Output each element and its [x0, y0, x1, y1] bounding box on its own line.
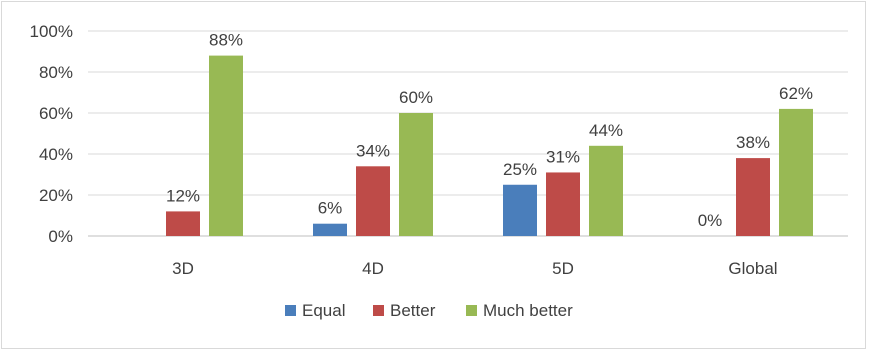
bar-much-better-global	[779, 108, 813, 236]
bar-equal-4d	[313, 223, 347, 236]
legend-label: Better	[390, 301, 436, 320]
bar-better-4d	[356, 166, 390, 236]
gridlines	[88, 30, 848, 237]
bar-better-3d	[166, 211, 200, 236]
bars	[166, 55, 813, 236]
legend-label: Much better	[483, 301, 573, 320]
y-tick-label: 20%	[39, 186, 73, 205]
x-tick-label: 4D	[362, 259, 384, 278]
data-label: 62%	[779, 84, 813, 103]
x-tick-label: 5D	[552, 259, 574, 278]
bar-better-global	[736, 158, 770, 236]
legend-label: Equal	[302, 301, 345, 320]
bar-much-better-3d	[209, 55, 243, 236]
legend: Equal Better Much better	[285, 301, 573, 320]
data-label: 31%	[546, 147, 580, 166]
legend-swatch	[373, 305, 384, 316]
data-labels: 12% 88% 6% 34% 60% 25% 31% 44% 0% 38% 62%	[166, 31, 813, 230]
x-tick-label: Global	[728, 259, 777, 278]
y-tick-label: 80%	[39, 63, 73, 82]
y-tick-label: 100%	[30, 22, 73, 41]
legend-swatch	[466, 305, 477, 316]
bar-much-better-4d	[399, 113, 433, 236]
x-axis-tick-labels: 3D 4D 5D Global	[172, 259, 777, 278]
data-label: 34%	[356, 141, 390, 160]
data-label: 25%	[503, 160, 537, 179]
y-tick-label: 0%	[48, 227, 73, 246]
data-label: 88%	[209, 31, 243, 50]
bar-equal-5d	[503, 184, 537, 236]
y-tick-label: 60%	[39, 104, 73, 123]
data-label: 44%	[589, 121, 623, 140]
data-label: 6%	[318, 199, 343, 218]
data-label: 0%	[698, 211, 723, 230]
y-tick-label: 40%	[39, 145, 73, 164]
y-axis-tick-labels: 0% 20% 40% 60% 80% 100%	[30, 22, 73, 246]
bar-much-better-5d	[589, 145, 623, 236]
data-label: 60%	[399, 88, 433, 107]
x-tick-label: 3D	[172, 259, 194, 278]
data-label: 38%	[736, 133, 770, 152]
data-label: 12%	[166, 186, 200, 205]
bar-better-5d	[546, 172, 580, 236]
legend-swatch	[285, 305, 296, 316]
